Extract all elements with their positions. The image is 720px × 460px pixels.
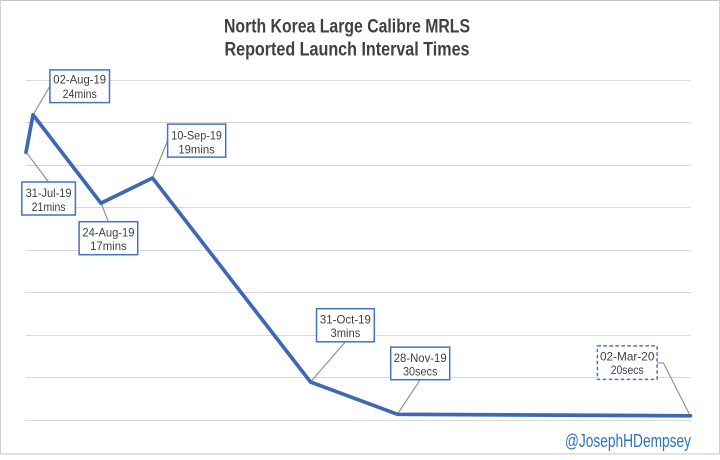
svg-text:02-Aug-19: 02-Aug-19 <box>53 73 106 87</box>
svg-text:30secs: 30secs <box>403 365 438 379</box>
svg-text:21mins: 21mins <box>32 200 66 214</box>
svg-text:@JosephHDempsey: @JosephHDempsey <box>565 431 691 451</box>
svg-text:19mins: 19mins <box>178 143 215 157</box>
svg-text:02-Mar-20: 02-Mar-20 <box>600 349 655 363</box>
svg-text:3mins: 3mins <box>331 326 361 340</box>
svg-text:24mins: 24mins <box>63 87 97 101</box>
svg-text:20secs: 20secs <box>611 363 644 377</box>
svg-text:24-Aug-19: 24-Aug-19 <box>82 225 134 239</box>
svg-text:17mins: 17mins <box>90 239 127 253</box>
svg-text:10-Sep-19: 10-Sep-19 <box>171 128 222 142</box>
svg-text:28-Nov-19: 28-Nov-19 <box>394 351 447 365</box>
svg-text:North Korea Large Calibre MRLS: North Korea Large Calibre MRLS <box>224 17 470 38</box>
svg-text:31-Oct-19: 31-Oct-19 <box>320 312 371 326</box>
svg-text:31-Jul-19: 31-Jul-19 <box>26 186 72 200</box>
svg-text:Reported Launch Interval Times: Reported Launch Interval Times <box>225 40 470 61</box>
